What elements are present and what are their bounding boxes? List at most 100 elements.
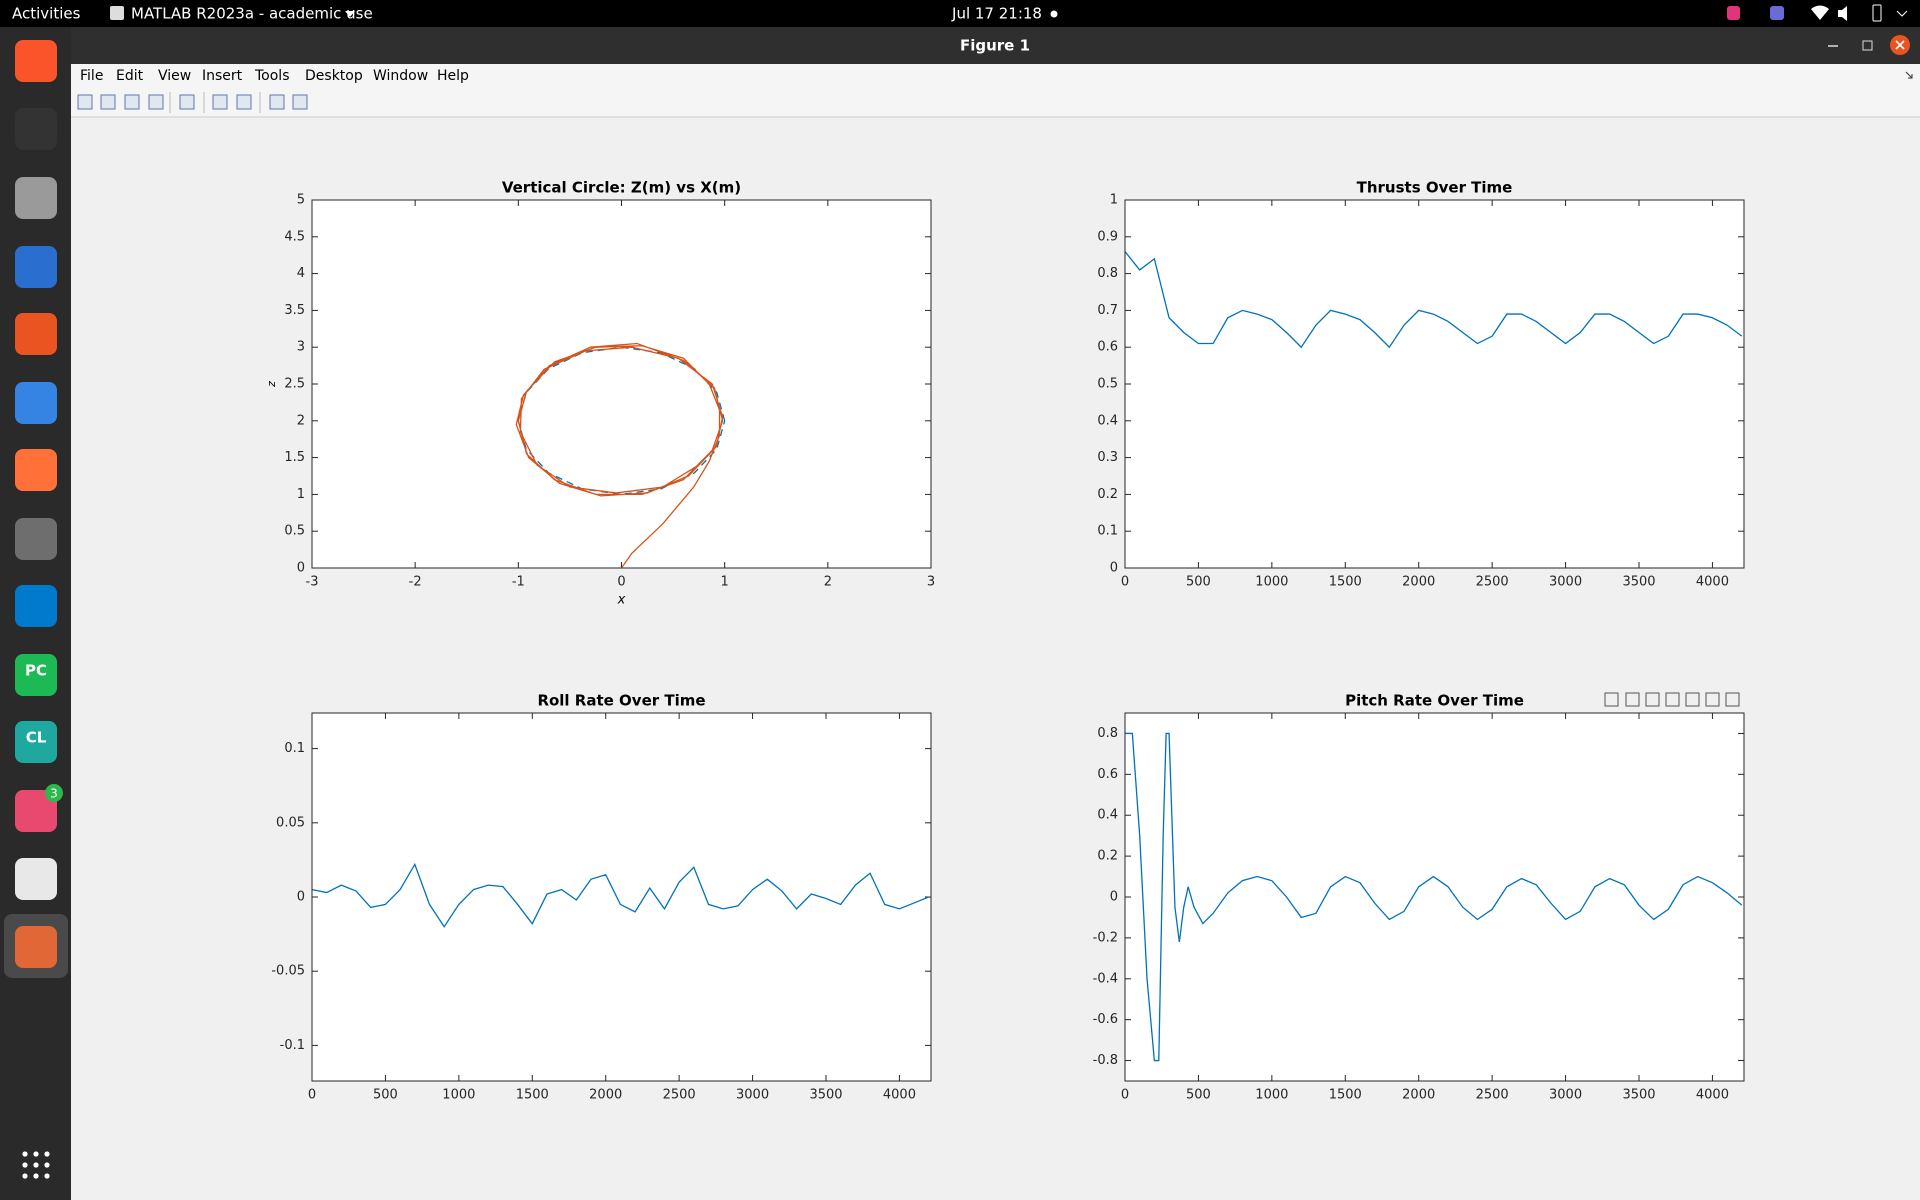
- y-tick-label: 1: [297, 487, 305, 502]
- menu-item[interactable]: Insert: [202, 68, 243, 84]
- app-menu[interactable]: MATLAB R2023a - academic use: [131, 5, 373, 23]
- dock-icon[interactable]: [15, 177, 57, 219]
- axes-toolbar-button[interactable]: [1665, 692, 1680, 707]
- apps-grid-dot[interactable]: [22, 1151, 28, 1157]
- x-tick-label: 500: [1186, 575, 1211, 590]
- y-tick-label: -0.2: [1093, 930, 1118, 945]
- chart-title: Pitch Rate Over Time: [1345, 692, 1524, 710]
- x-tick-label: -2: [409, 575, 422, 590]
- dock-icon[interactable]: [15, 585, 57, 627]
- dock-icon[interactable]: [15, 858, 57, 900]
- clock[interactable]: Jul 17 21:18: [951, 5, 1042, 23]
- x-tick-label: 2500: [1476, 1088, 1509, 1103]
- x-tick-label: 1000: [1255, 1088, 1288, 1103]
- window-title: Figure 1: [960, 37, 1030, 55]
- apps-grid-dot[interactable]: [33, 1162, 39, 1168]
- dock-icon[interactable]: [15, 313, 57, 355]
- y-tick-label: 2: [297, 413, 305, 428]
- dock-icon[interactable]: [15, 518, 57, 560]
- dock-icon[interactable]: [15, 926, 57, 968]
- axes-box: [1124, 199, 1745, 569]
- y-tick-label: 0.4: [1097, 413, 1118, 428]
- x-tick-label: 1000: [442, 1088, 475, 1103]
- volume-icon[interactable]: [1838, 6, 1847, 21]
- undock-icon[interactable]: [1905, 71, 1913, 79]
- y-tick-label: 0: [297, 890, 305, 905]
- dock-icon[interactable]: [15, 721, 57, 763]
- apps-grid-dot[interactable]: [44, 1162, 50, 1168]
- apps-grid-dot[interactable]: [44, 1151, 50, 1157]
- system-menu[interactable]: [1896, 10, 1908, 17]
- y-tick-label: 0.5: [284, 524, 305, 539]
- axes-toolbar-button[interactable]: [1645, 692, 1660, 707]
- dock-icon[interactable]: [15, 654, 57, 696]
- menu-item[interactable]: File: [80, 68, 103, 84]
- window-titlebar: [71, 27, 1920, 64]
- y-tick-label: 0.2: [1097, 487, 1118, 502]
- chart-title: Thrusts Over Time: [1357, 179, 1513, 197]
- chart-title: Roll Rate Over Time: [537, 692, 705, 710]
- y-tick-label: 0.8: [1097, 726, 1118, 741]
- toolbar-button[interactable]: [269, 94, 285, 110]
- toolbar-button[interactable]: [212, 94, 228, 110]
- menu-item[interactable]: Edit: [116, 68, 144, 84]
- dock-icon[interactable]: [15, 108, 57, 150]
- toolbar-button[interactable]: [124, 94, 140, 110]
- x-tick-label: 0: [1121, 1088, 1129, 1103]
- apps-grid-dot[interactable]: [33, 1151, 39, 1157]
- data-line: [1125, 732, 1743, 1062]
- tray-icon[interactable]: [1770, 6, 1784, 20]
- top-bar: [0, 0, 1920, 27]
- apps-grid-dot[interactable]: [22, 1162, 28, 1168]
- axes-toolbar-button[interactable]: [1604, 692, 1619, 707]
- dock-icon[interactable]: [15, 790, 57, 832]
- menu-item[interactable]: View: [158, 68, 191, 84]
- menu-item[interactable]: Desktop: [305, 68, 363, 84]
- y-tick-label: 0.6: [1097, 767, 1118, 782]
- axes-toolbar-button[interactable]: [1705, 692, 1720, 707]
- y-tick-label: 4.5: [284, 229, 305, 244]
- dock-icon[interactable]: [15, 246, 57, 288]
- apps-grid-dot[interactable]: [22, 1173, 28, 1179]
- axes-toolbar-button[interactable]: [1685, 692, 1700, 707]
- x-tick-label: 2500: [1476, 575, 1509, 590]
- y-tick-label: 1: [1110, 193, 1118, 208]
- battery-icon[interactable]: [1872, 4, 1882, 22]
- apps-grid-dot[interactable]: [44, 1173, 50, 1179]
- toolbar-button[interactable]: [236, 94, 252, 110]
- plot-area: [1125, 200, 1744, 568]
- maximize-button[interactable]: [1862, 40, 1873, 51]
- plot-area: [312, 713, 931, 1081]
- x-tick-label: 0: [308, 1088, 316, 1103]
- dock-icon[interactable]: [15, 40, 57, 82]
- notification-dot: [1050, 10, 1058, 18]
- x-tick-label: 4000: [883, 1088, 916, 1103]
- chart: Thrusts Over Time 0 500 1000 1500 2000 2500 300…: [1097, 179, 1745, 590]
- close-icon: [1895, 40, 1905, 50]
- toolbar-button[interactable]: [77, 94, 93, 110]
- menu-item[interactable]: Tools: [254, 68, 290, 84]
- tray-icon[interactable]: [1727, 6, 1740, 20]
- toolbar-button[interactable]: [100, 94, 116, 110]
- y-tick-label: 4: [297, 266, 305, 281]
- axes-toolbar-button[interactable]: [1725, 692, 1740, 707]
- x-tick-label: 2: [824, 575, 832, 590]
- chart: Vertical Circle: Z(m) vs X(m) -3 -2 -1 0 1 2 3 0…: [265, 179, 935, 608]
- x-tick-label: 3000: [1549, 575, 1582, 590]
- toolbar-button[interactable]: [179, 94, 195, 110]
- menu-item[interactable]: Help: [437, 68, 469, 84]
- menu-item[interactable]: Window: [373, 68, 428, 84]
- dock-icon[interactable]: [15, 382, 57, 424]
- x-tick-label: 1500: [1329, 1088, 1362, 1103]
- y-tick-label: 5: [297, 193, 305, 208]
- dock-label: PC: [25, 662, 47, 680]
- apps-grid-dot[interactable]: [33, 1173, 39, 1179]
- dock-icon[interactable]: [15, 449, 57, 491]
- wifi-icon[interactable]: [1811, 5, 1829, 21]
- activities[interactable]: Activities: [12, 5, 81, 23]
- toolbar-button[interactable]: [292, 94, 308, 110]
- y-tick-label: 3: [297, 340, 305, 355]
- axes-toolbar-button[interactable]: [1625, 692, 1640, 707]
- toolbar-button[interactable]: [148, 94, 164, 110]
